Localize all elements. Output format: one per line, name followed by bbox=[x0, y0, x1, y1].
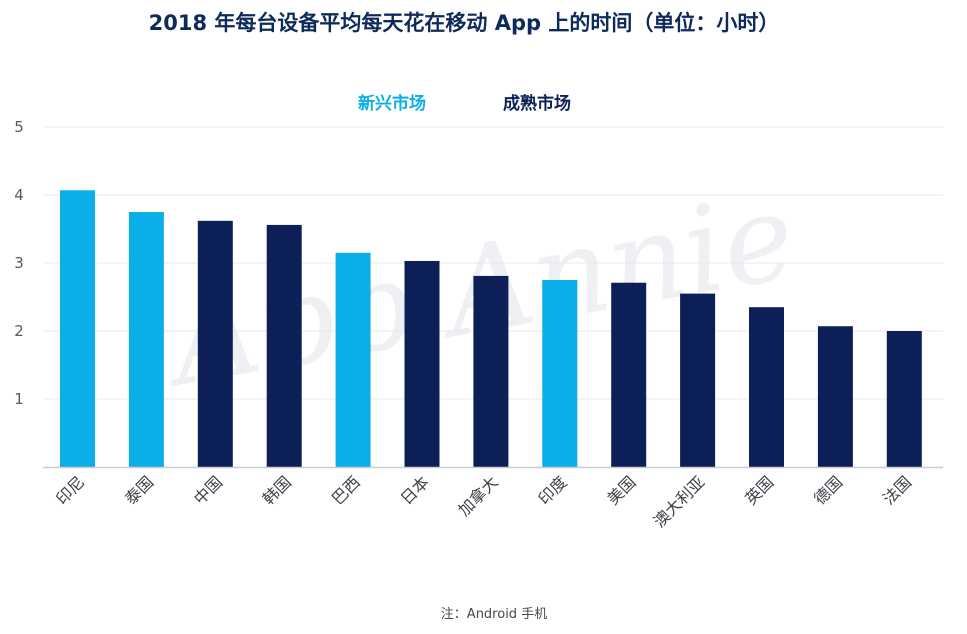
x-category-label: 印度 bbox=[535, 472, 571, 508]
bar bbox=[197, 220, 233, 467]
y-tick-label: 4 bbox=[14, 186, 24, 204]
y-tick-label: 1 bbox=[14, 390, 24, 408]
bar bbox=[404, 260, 440, 467]
x-category-label: 加拿大 bbox=[454, 472, 501, 519]
y-tick-label: 2 bbox=[14, 322, 24, 340]
y-axis-ticks: 1 2 3 4 5 bbox=[14, 118, 24, 408]
bar bbox=[335, 252, 371, 467]
bar bbox=[473, 275, 509, 467]
x-category-label: 中国 bbox=[190, 472, 226, 508]
x-category-label: 德国 bbox=[810, 472, 846, 508]
y-tick-label: 3 bbox=[14, 254, 24, 272]
bar bbox=[749, 307, 784, 467]
bar bbox=[542, 280, 578, 467]
x-category-label: 英国 bbox=[741, 472, 777, 508]
bar bbox=[266, 224, 302, 467]
bar bbox=[680, 293, 716, 467]
x-category-label: 韩国 bbox=[259, 472, 295, 508]
bar bbox=[817, 326, 853, 467]
legend-item-emerging: 新兴市场 bbox=[358, 93, 426, 114]
bar bbox=[128, 212, 164, 467]
x-category-label: 日本 bbox=[397, 472, 433, 508]
x-category-label: 巴西 bbox=[328, 472, 364, 508]
x-category-label: 美国 bbox=[603, 472, 639, 508]
x-category-label: 法国 bbox=[879, 472, 915, 508]
legend: 新兴市场 成熟市场 bbox=[358, 93, 571, 114]
chart-title: 2018 年每台设备平均每天花在移动 App 上的时间（单位：小时） bbox=[149, 11, 780, 35]
bar bbox=[611, 282, 647, 467]
y-tick-label: 5 bbox=[14, 118, 24, 136]
bar bbox=[886, 331, 922, 467]
bars bbox=[60, 190, 922, 468]
x-category-label: 泰国 bbox=[121, 472, 157, 508]
x-category-label: 澳大利亚 bbox=[650, 472, 709, 531]
x-category-label: 印尼 bbox=[52, 472, 88, 508]
bar bbox=[60, 190, 95, 468]
footnote: 注：Android 手机 bbox=[441, 607, 547, 622]
category-labels: 印尼 泰国 中国 韩国 巴西 日本 加拿大 印度 美国 澳大利亚 英国 德国 法国 bbox=[52, 472, 915, 531]
legend-item-mature: 成熟市场 bbox=[503, 93, 571, 114]
